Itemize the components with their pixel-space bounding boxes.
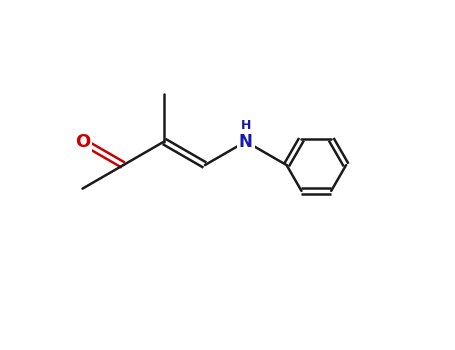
Text: H: H: [241, 119, 251, 132]
Text: N: N: [239, 133, 253, 150]
Text: O: O: [75, 133, 90, 150]
